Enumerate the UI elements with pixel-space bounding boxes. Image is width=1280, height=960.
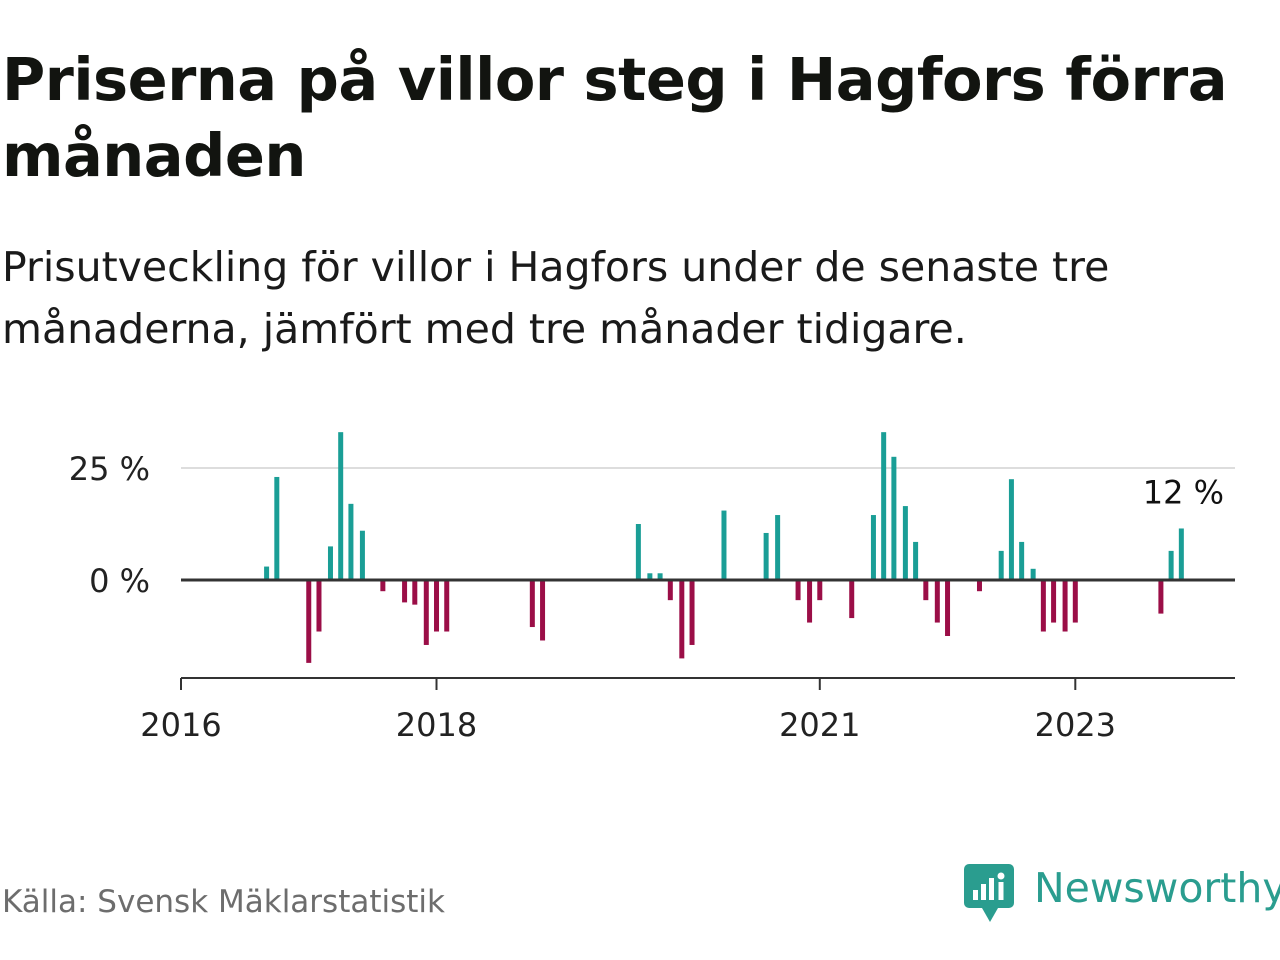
- bar: [657, 573, 663, 580]
- bar: [976, 580, 982, 592]
- chart-title: Priserna på villor steg i Hagfors förra …: [2, 45, 1228, 190]
- bar: [763, 532, 769, 580]
- bar: [1072, 580, 1078, 623]
- y-tick-label: 0 %: [89, 562, 150, 600]
- bar: [945, 580, 951, 636]
- brand-logo[interactable]: Newsworthy: [964, 864, 1280, 928]
- bar: [870, 515, 876, 580]
- bar-chart: 0 % 25 % 2016 2018 2021 2023 12 %: [69, 432, 1235, 744]
- bar: [274, 476, 280, 580]
- bar: [934, 580, 940, 623]
- brand-name: Newsworthy: [1034, 864, 1280, 912]
- y-tick-label: 25 %: [69, 450, 150, 488]
- bar: [412, 580, 418, 605]
- bar: [1168, 550, 1174, 580]
- x-tick-label: 2021: [779, 706, 860, 744]
- bar: [913, 541, 919, 580]
- bar: [1062, 580, 1068, 632]
- bar: [891, 456, 897, 580]
- bar: [338, 432, 344, 580]
- bar: [667, 580, 673, 601]
- bar: [647, 573, 653, 580]
- x-tick-label: 2018: [396, 706, 477, 744]
- bar: [635, 524, 641, 580]
- bar: [795, 580, 801, 601]
- last-value-label: 12 %: [1143, 473, 1224, 511]
- bar: [1040, 580, 1046, 632]
- bar-layer: [264, 432, 1184, 663]
- bar: [348, 503, 354, 580]
- bar: [540, 580, 546, 641]
- bar: [849, 580, 855, 619]
- axis-layer: [180, 578, 1235, 690]
- bar: [444, 580, 450, 632]
- bar: [902, 506, 908, 580]
- bar: [1019, 541, 1025, 580]
- bar: [1178, 528, 1184, 580]
- bar: [402, 580, 408, 603]
- bar: [306, 580, 312, 663]
- bar: [423, 580, 429, 645]
- bar: [775, 515, 781, 580]
- bar: [327, 546, 333, 580]
- bar: [434, 580, 440, 632]
- bar: [1008, 479, 1014, 580]
- bar: [529, 580, 535, 628]
- bar: [807, 580, 813, 623]
- chart-subtitle: Prisutveckling för villor i Hagfors unde…: [2, 243, 1110, 353]
- bar: [359, 530, 365, 580]
- x-tick-label: 2023: [1035, 706, 1116, 744]
- source-note: Källa: Svensk Mäklarstatistik: [2, 884, 445, 920]
- x-tick-label: 2016: [140, 706, 221, 744]
- bar: [689, 580, 695, 645]
- bar: [1158, 580, 1164, 614]
- bar: [264, 566, 270, 580]
- bar: [1030, 568, 1036, 580]
- label-layer: 0 % 25 % 2016 2018 2021 2023 12 %: [69, 450, 1224, 744]
- bar: [881, 432, 887, 580]
- bar: [316, 580, 322, 632]
- bar: [998, 550, 1004, 580]
- bar: [923, 580, 929, 601]
- newsworthy-logo-icon: [964, 864, 1014, 922]
- bar: [721, 510, 727, 580]
- bar: [1051, 580, 1057, 623]
- bar: [817, 580, 823, 601]
- bar: [380, 580, 386, 592]
- bar: [679, 580, 685, 659]
